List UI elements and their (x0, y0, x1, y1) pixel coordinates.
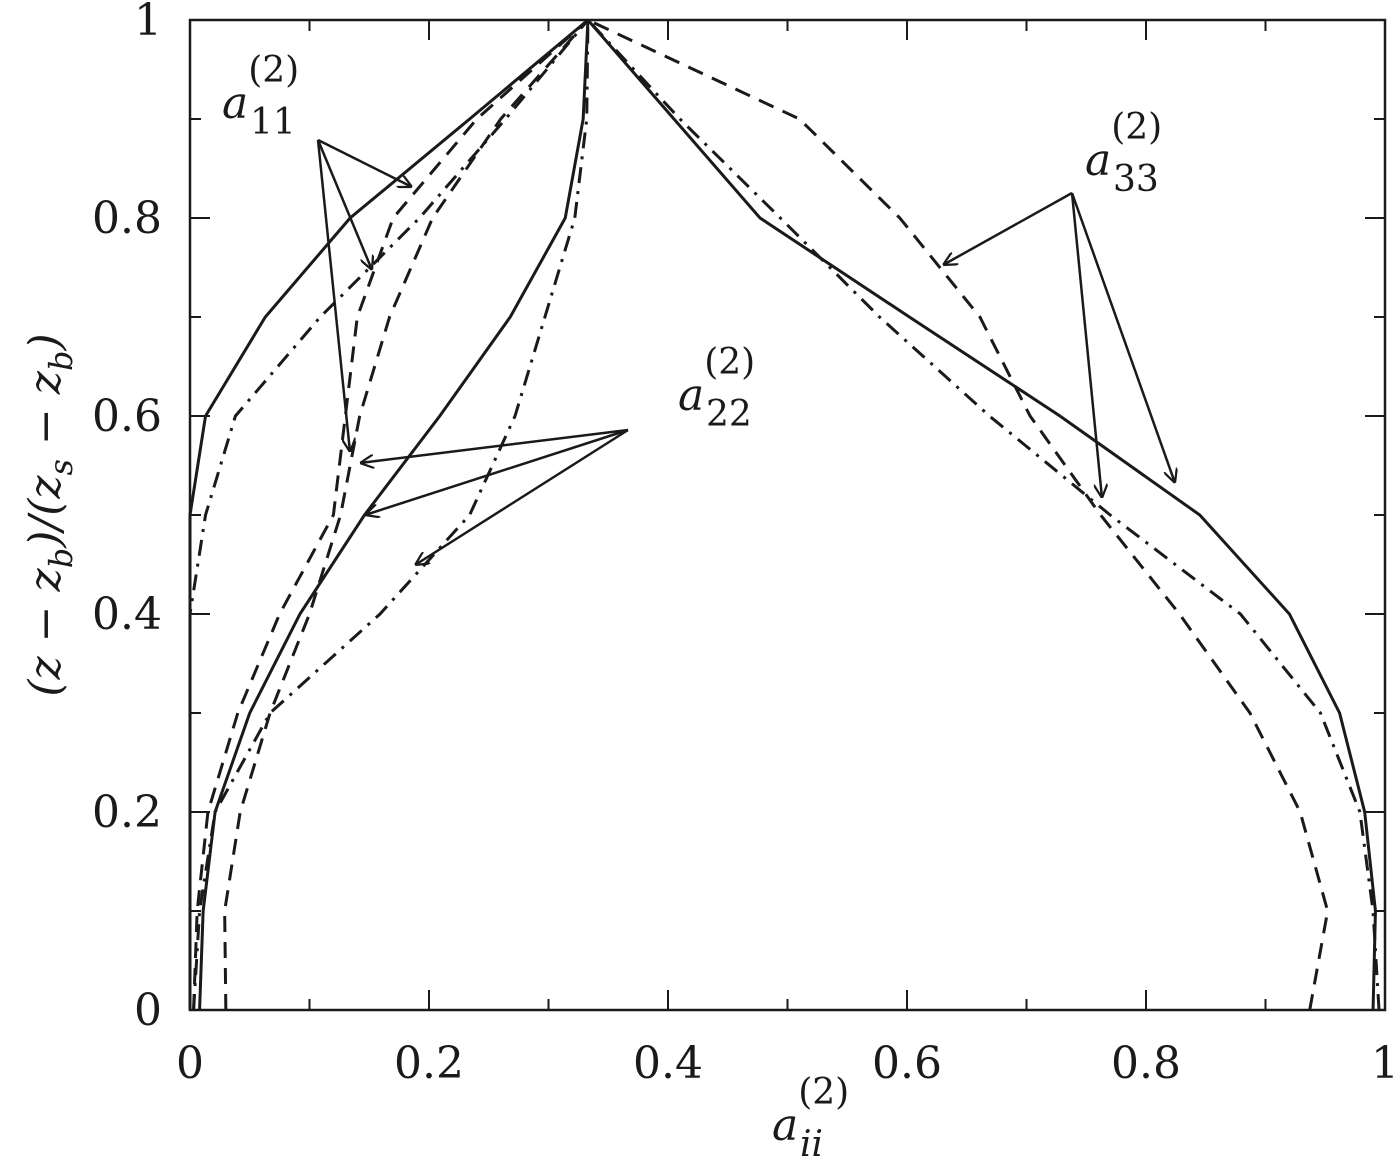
y-label-sub: b (42, 351, 80, 371)
math-sup: (2) (798, 1072, 849, 1113)
data-line (198, 19, 590, 1011)
arrow (316, 139, 350, 452)
plot-frame (188, 18, 1387, 1012)
y-label-part: )/(z (20, 475, 71, 549)
math-sub: ii (800, 1124, 823, 1165)
math-label: a(2) 33 (1085, 107, 1162, 200)
math-label: a(2) 22 (678, 342, 755, 435)
y-tick-label: 0 (134, 985, 162, 1036)
arrow (415, 428, 629, 565)
math-sub: 22 (706, 394, 752, 435)
data-line (192, 19, 590, 1011)
math-base: a (222, 78, 248, 129)
y-label-sub: b (42, 548, 80, 568)
data-line (192, 18, 589, 1011)
arrow (943, 191, 1073, 265)
math-sub: 11 (250, 102, 296, 143)
data-line (587, 18, 1330, 1011)
data-line (586, 18, 1381, 1011)
x-tick-label: 0.2 (394, 1038, 464, 1089)
math-base: a (772, 1100, 798, 1151)
data-line (188, 19, 590, 1010)
data-line (586, 19, 1377, 1011)
math-base: a (1085, 135, 1111, 186)
data-line (223, 19, 590, 1011)
y-axis-label: (z − zb)/(zs − zb) (20, 333, 80, 696)
y-tick-label: 0.8 (92, 193, 162, 244)
math-base: a (678, 370, 704, 421)
math-sup: (2) (1111, 107, 1162, 148)
x-tick-label: 0 (176, 1038, 204, 1089)
math-label: a(2) ii (772, 1072, 849, 1165)
y-tick-label: 0.2 (92, 787, 162, 838)
x-tick-label: 0.6 (872, 1038, 942, 1089)
y-label-part: − z (20, 370, 71, 459)
arrow (365, 428, 629, 515)
y-tick-label: 0.6 (92, 391, 162, 442)
y-label-part: ) (20, 333, 71, 351)
arrow (1070, 192, 1175, 483)
math-label: a(2) 11 (222, 50, 299, 143)
y-label-part: (z − z (20, 567, 71, 696)
x-tick-label: 0.4 (633, 1038, 703, 1089)
math-sub: 33 (1113, 159, 1159, 200)
y-label-sub: s (42, 459, 80, 475)
x-tick-label: 1 (1371, 1038, 1399, 1089)
data-line (188, 18, 589, 1010)
math-sup: (2) (704, 342, 755, 383)
arrow (316, 139, 372, 270)
math-sup: (2) (248, 50, 299, 91)
arrow (1070, 192, 1102, 498)
y-tick-label: 1 (134, 0, 162, 46)
arrow (360, 428, 629, 463)
arrows (316, 138, 1175, 565)
y-tick-label: 0.4 (92, 589, 162, 640)
x-tick-label: 0.8 (1111, 1038, 1181, 1089)
